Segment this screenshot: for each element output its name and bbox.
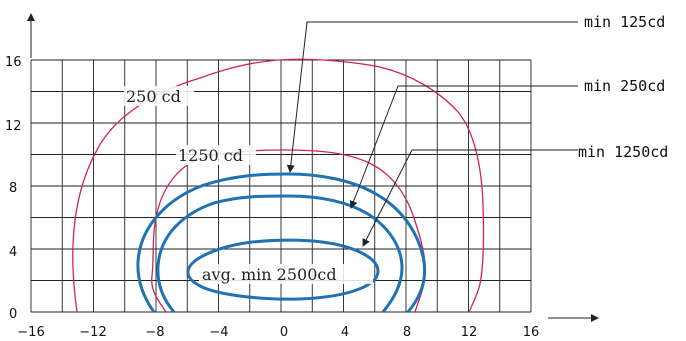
annotation-min-125cd: min 125cd — [584, 13, 665, 31]
leader-min-125cd — [286, 21, 578, 173]
label-avg-min-2500cd: avg. min 2500cd — [202, 265, 337, 284]
x-tick-label: 8 — [403, 325, 411, 340]
contour-250cd — [72, 58, 485, 313]
leader-min-1250cd — [362, 149, 578, 247]
contour-min-125cd — [136, 172, 427, 313]
in-plot-labels: 250 cd 1250 cd avg. min 2500cd — [124, 86, 373, 284]
y-tick-label: 12 — [5, 119, 22, 134]
annotation-min-1250cd: min 1250cd — [578, 143, 668, 161]
contour-min-250cd — [156, 194, 404, 313]
x-tick-label: −8 — [145, 325, 164, 340]
y-tick-label: 4 — [9, 245, 17, 260]
y-tick-labels: 0 4 8 12 16 — [5, 55, 22, 322]
x-tick-label: 4 — [341, 325, 349, 340]
x-tick-labels: −16 −12 −8 −4 0 4 8 12 16 — [17, 325, 539, 340]
x-tick-label: 16 — [523, 325, 540, 340]
x-tick-label: −16 — [17, 325, 44, 340]
x-tick-label: 0 — [280, 325, 288, 340]
contour-avg-min-2500cd — [186, 238, 380, 301]
y-tick-label: 8 — [9, 181, 17, 196]
x-tick-label: −12 — [79, 325, 106, 340]
x-tick-label: −4 — [209, 325, 228, 340]
y-tick-label: 0 — [9, 307, 17, 322]
annotation-min-250cd: min 250cd — [584, 77, 665, 95]
x-tick-label: 12 — [461, 325, 478, 340]
y-tick-label: 16 — [5, 55, 22, 70]
label-250cd: 250 cd — [126, 87, 181, 106]
leader-min-250cd — [349, 85, 578, 209]
label-1250cd: 1250 cd — [178, 146, 243, 165]
